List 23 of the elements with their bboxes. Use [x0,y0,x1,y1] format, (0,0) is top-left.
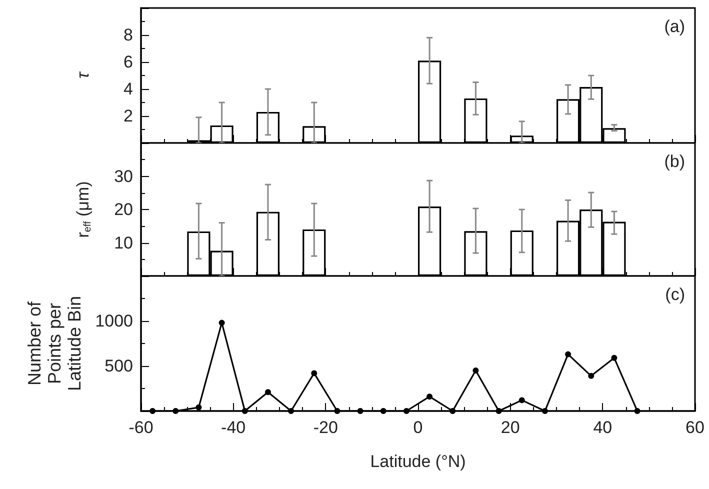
y-tick-label: 500 [104,356,133,376]
y-tick-label: 2 [124,106,133,126]
y-axis-title: reff (μm) [74,181,94,238]
annotation: (a) [664,17,686,36]
y-tick-label: 4 [124,80,133,98]
x-axis-title: Latitude (°N) [370,452,466,471]
x-tick-label: -40 [221,418,246,437]
y-tick-label: 8 [124,26,133,44]
x-tick-label: -60 [128,418,154,437]
x-tick-label: -20 [313,418,338,437]
x-tick-label: 0 [413,418,423,437]
y-tick-label: 6 [124,52,133,72]
y-tick-label: 30 [114,166,133,186]
x-tick-label: 40 [593,418,612,437]
y-tick-label: 1000 [95,312,133,330]
y-axis-title: τ [74,70,92,79]
y-tick-label: 20 [114,200,133,219]
y-axis-title: Number of Points per Latitude Bin [24,296,84,392]
x-tick-label: 20 [500,418,520,437]
annotation: (b) [664,152,686,171]
annotation: (c) [665,285,686,304]
y-tick-label: 10 [114,233,133,252]
x-tick-label: 60 [686,418,704,437]
